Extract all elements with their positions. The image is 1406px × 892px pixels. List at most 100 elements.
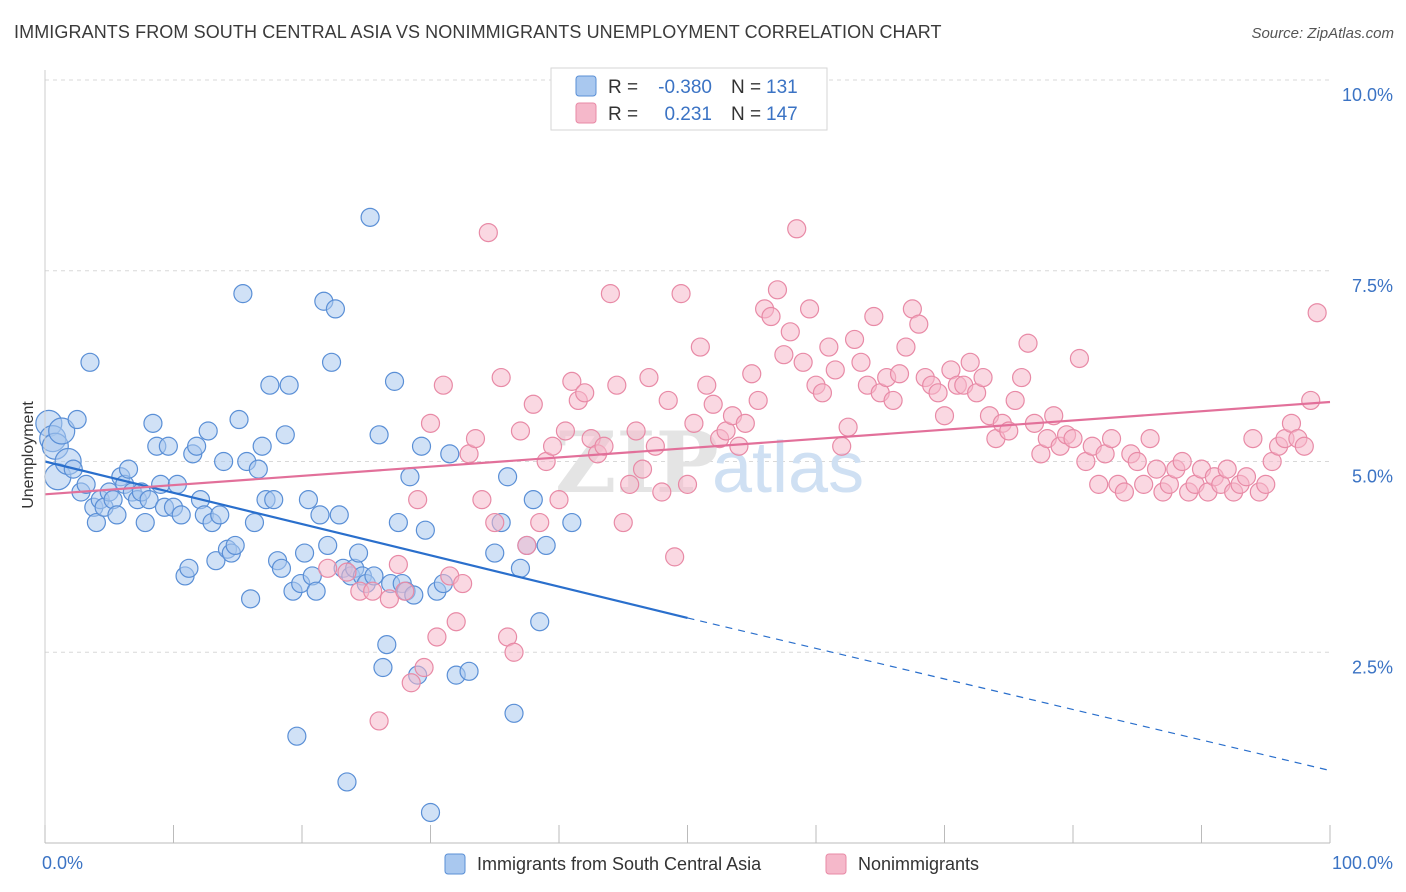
immigrants-point-74: [329, 505, 349, 525]
immigrants-point-4: [48, 417, 76, 445]
nonimmigrants-point-138: [1236, 467, 1257, 487]
nonimmigrants-point-121: [1127, 451, 1147, 472]
nonimmigrants-point-111: [1063, 429, 1083, 449]
nonimmigrants-point-10: [414, 657, 434, 678]
nonimmigrants-point-90: [928, 383, 948, 403]
nonimmigrants-point-6: [388, 554, 408, 575]
nonimmigrants-point-84: [889, 364, 910, 384]
nonimmigrants-point-33: [562, 371, 582, 391]
y-tick-label-3: 10.0%: [1342, 85, 1393, 105]
nonimmigrants-point-148: [1301, 390, 1321, 411]
bottom-legend-swatch-blue: [444, 853, 466, 875]
nonimmigrants-point-115: [1089, 474, 1109, 494]
immigrants-point-89: [388, 512, 408, 533]
nonimmigrants-point-9: [408, 490, 428, 510]
immigrants-point-103: [485, 543, 505, 563]
nonimmigrants-point-31: [549, 490, 569, 510]
nonimmigrants-point-78: [851, 352, 871, 372]
nonimmigrants-point-80: [864, 306, 884, 327]
legend-r-value-1: -0.380: [658, 77, 712, 98]
immigrants-point-37: [187, 436, 207, 456]
immigrants-point-71: [318, 535, 338, 556]
correlation-legend: R = -0.380 N = 131 R = 0.231 N = 147: [550, 67, 828, 131]
chart-title: IMMIGRANTS FROM SOUTH CENTRAL ASIA VS NO…: [14, 22, 942, 42]
nonimmigrants-point-12: [427, 627, 447, 647]
series-immigrants-points: [35, 207, 582, 823]
immigrants-point-35: [179, 558, 199, 578]
nonimmigrants-point-53: [690, 337, 710, 357]
nonimmigrants-point-62: [748, 390, 768, 411]
legend-swatch-blue: [575, 75, 597, 97]
nonimmigrants-point-51: [677, 474, 698, 494]
nonimmigrants-point-13: [433, 375, 453, 395]
immigrants-point-17: [107, 505, 127, 525]
immigrants-point-84: [369, 425, 389, 445]
nonimmigrants-point-73: [819, 337, 839, 357]
immigrants-point-40: [198, 421, 218, 441]
nonimmigrants-point-46: [645, 436, 665, 456]
nonimmigrants-point-85: [896, 337, 916, 357]
immigrants-point-86: [377, 635, 397, 655]
source-credit: Source: ZipAtlas.com: [1251, 25, 1394, 42]
nonimmigrants-point-55: [703, 394, 723, 414]
immigrants-point-30: [158, 436, 178, 456]
nonimmigrants-point-75: [832, 436, 852, 456]
nonimmigrants-point-65: [767, 280, 788, 300]
y-axis-label: Unemployment: [20, 401, 37, 509]
nonimmigrants-point-128: [1172, 451, 1192, 472]
trendlines: [44, 400, 1331, 772]
immigrants-point-61: [279, 375, 299, 395]
nonimmigrants-point-87: [909, 314, 929, 334]
immigrants-point-59: [271, 558, 292, 578]
nonimmigrants-point-27: [523, 394, 543, 414]
nonimmigrants-point-40: [607, 375, 627, 395]
nonimmigrants-point-25: [510, 421, 531, 441]
bottom-legend-label-nonimmigrants: Nonimmigrants: [858, 854, 979, 874]
nonimmigrants-point-68: [787, 219, 807, 239]
immigrants-point-26: [143, 413, 163, 433]
nonimmigrants-point-103: [1011, 367, 1032, 388]
nonimmigrants-point-16: [453, 573, 473, 594]
immigrants-point-111: [530, 612, 550, 632]
immigrants-point-102: [459, 661, 479, 681]
immigrants-point-10: [80, 352, 100, 372]
nonimmigrants-point-77: [844, 329, 865, 350]
nonimmigrants-point-18: [465, 429, 486, 449]
immigrants-point-63: [287, 726, 307, 746]
immigrants-point-12: [86, 512, 107, 533]
immigrants-point-54: [252, 436, 272, 456]
immigrants-point-65: [294, 543, 315, 563]
nonimmigrants-point-5: [379, 589, 399, 609]
legend-r-label-1: R =: [608, 77, 638, 98]
nonimmigrants-point-19: [472, 490, 492, 510]
nonimmigrants-point-149: [1307, 303, 1327, 323]
immigrants-point-95: [411, 436, 432, 456]
nonimmigrants-point-70: [799, 299, 820, 319]
nonimmigrants-point-61: [742, 364, 762, 384]
nonimmigrants-point-32: [555, 421, 576, 441]
nonimmigrants-point-59: [729, 436, 749, 456]
immigrants-point-85: [373, 657, 393, 678]
nonimmigrants-point-139: [1243, 429, 1263, 449]
series-nonimmigrants-points: [318, 219, 1327, 731]
nonimmigrants-point-35: [575, 383, 595, 403]
nonimmigrants-point-102: [1005, 390, 1025, 411]
immigrants-point-7: [67, 409, 87, 430]
immigrants-point-53: [248, 459, 268, 479]
nonimmigrants-point-22: [491, 367, 511, 388]
immigrants-point-100: [440, 444, 460, 464]
nonimmigrants-point-1: [337, 562, 357, 582]
immigrants-point-96: [415, 520, 435, 540]
immigrants-point-48: [229, 409, 249, 430]
nonimmigrants-point-60: [735, 413, 755, 433]
nonimmigrants-point-91: [934, 406, 955, 426]
legend-r-label-2: R =: [608, 104, 638, 125]
nonimmigrants-trendline: [44, 400, 1331, 496]
nonimmigrants-point-49: [665, 547, 685, 567]
x-tick-label-max: 100.0%: [1332, 853, 1393, 873]
y-tick-label-2: 7.5%: [1352, 276, 1393, 296]
nonimmigrants-point-28: [530, 512, 550, 533]
nonimmigrants-point-44: [632, 459, 653, 479]
nonimmigrants-point-69: [793, 352, 813, 372]
legend-n-value-1: 131: [766, 77, 798, 98]
